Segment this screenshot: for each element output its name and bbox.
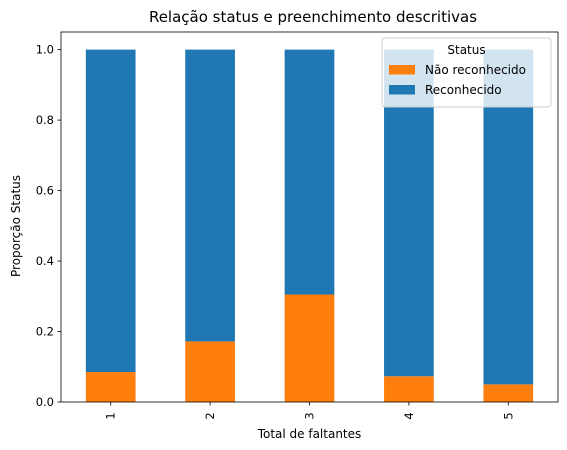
x-tick-label: 2	[203, 412, 217, 419]
axes: 0.0 0.2 0.4 0.6 0.8 1.0 1 2 3 4 5	[36, 31, 559, 420]
x-tick-label: 3	[303, 412, 317, 419]
bar-segment-nao-reconhecido-1	[85, 372, 136, 402]
legend: Status Não reconhecido Reconhecido	[381, 37, 552, 108]
y-tick-label: 0.6	[36, 184, 54, 198]
legend-swatch-reconhecido	[389, 85, 415, 95]
legend-label-nao-reconhecido: Não reconhecido	[425, 63, 526, 77]
x-tick-label: 4	[402, 412, 416, 419]
x-axis-label: Total de faltantes	[257, 427, 362, 441]
legend-swatch-nao-reconhecido	[389, 65, 415, 75]
y-tick-label: 0.2	[36, 325, 54, 339]
x-tick-label: 5	[501, 412, 515, 419]
bar-segment-nao-reconhecido-3	[284, 294, 335, 402]
y-tick-label: 0.8	[36, 113, 54, 127]
y-tick-label: 0.4	[36, 254, 54, 268]
legend-title: Status	[447, 43, 485, 57]
legend-box	[381, 37, 552, 108]
bar-segment-nao-reconhecido-4	[384, 376, 434, 402]
y-axis-label: Proporção Status	[9, 175, 23, 277]
y-tick-label: 1.0	[36, 43, 54, 57]
bar-segment-reconhecido-2	[185, 49, 235, 342]
bar-segment-nao-reconhecido-5	[483, 384, 534, 402]
bar-segment-nao-reconhecido-2	[185, 341, 235, 402]
y-tick-label: 0.0	[36, 395, 54, 409]
legend-label-reconhecido: Reconhecido	[425, 83, 502, 97]
plot-area	[85, 49, 534, 402]
bar-segment-reconhecido-3	[284, 49, 335, 295]
x-tick-label: 1	[104, 412, 118, 419]
bar-segment-reconhecido-1	[85, 49, 136, 373]
chart-title: Relação status e preenchimento descritiv…	[149, 8, 477, 26]
